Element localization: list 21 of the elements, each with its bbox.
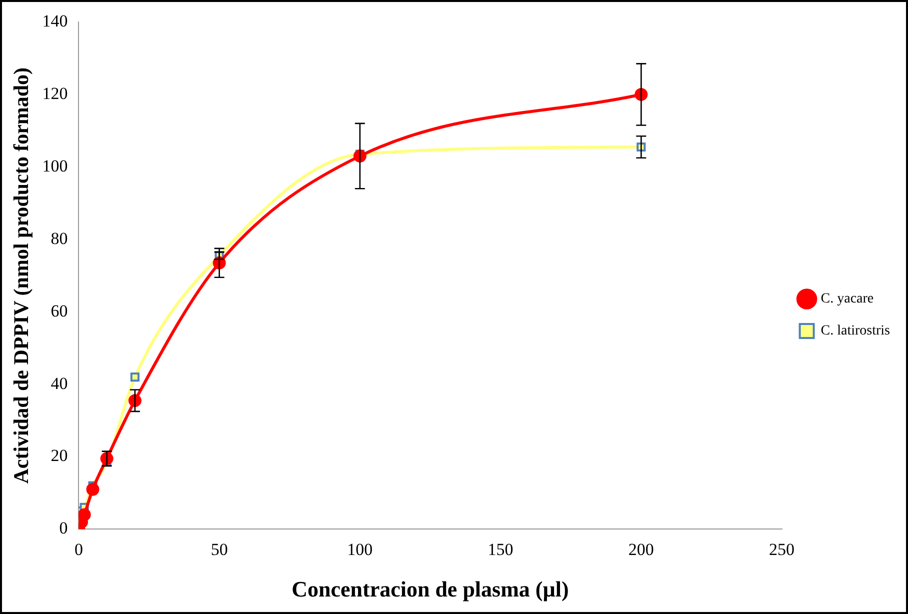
x-tick-label: 250 (769, 540, 795, 559)
y-tick-label: 0 (59, 518, 68, 538)
x-tick-label: 0 (74, 540, 83, 559)
y-tick-label: 140 (42, 11, 68, 30)
y-tick-label: 20 (50, 446, 68, 466)
y-tick-label: 80 (50, 228, 68, 248)
x-tick-label: 150 (488, 540, 514, 559)
y-tick-label: 40 (50, 374, 68, 393)
y-tick-label: 120 (42, 84, 68, 103)
legend-label: C. yacare (820, 292, 874, 307)
y-axis-title: Actividad de DPPIV (nmol producto formado) (9, 67, 34, 484)
point (130, 372, 140, 382)
point (78, 508, 91, 522)
legend-label: C. latirostris (820, 324, 890, 339)
y-tick-label: 60 (50, 301, 68, 320)
point (86, 482, 100, 496)
x-axis-title: Concentracion de plasma (µl) (292, 576, 569, 602)
x-tick-label: 200 (628, 540, 654, 559)
y-tick-label: 100 (42, 156, 68, 176)
x-tick-label: 100 (347, 540, 373, 559)
x-tick-label: 50 (210, 540, 228, 559)
